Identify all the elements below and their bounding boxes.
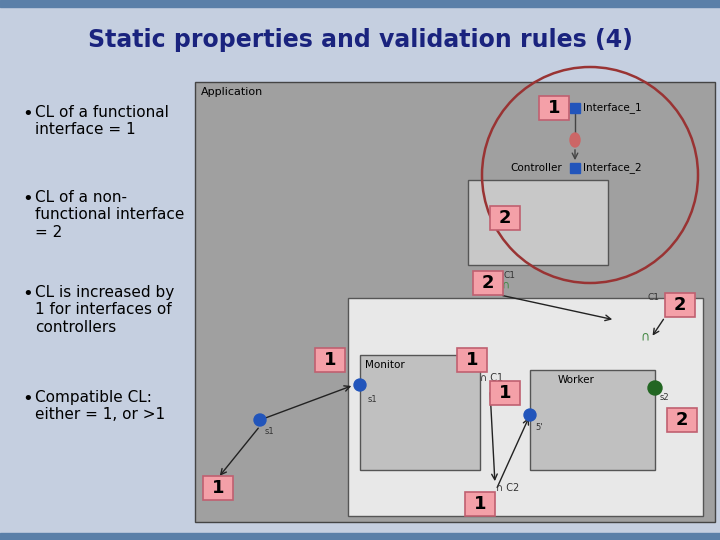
Text: s1: s1 (265, 428, 274, 436)
Circle shape (254, 414, 266, 426)
FancyBboxPatch shape (667, 408, 697, 432)
Bar (360, 355, 480, 470)
Text: ∩ C1: ∩ C1 (480, 373, 503, 383)
Text: 2: 2 (676, 411, 688, 429)
Text: CL of a non-
functional interface
= 2: CL of a non- functional interface = 2 (35, 190, 184, 240)
Text: Worker: Worker (558, 375, 595, 385)
Text: Static properties and validation rules (4): Static properties and validation rules (… (88, 28, 632, 52)
FancyBboxPatch shape (473, 271, 503, 295)
Text: 1: 1 (324, 351, 336, 369)
Text: •: • (22, 390, 32, 408)
Text: •: • (22, 190, 32, 208)
Text: 2: 2 (674, 296, 686, 314)
Text: C1: C1 (503, 271, 515, 280)
Text: Controller: Controller (510, 163, 562, 173)
Text: 2: 2 (499, 209, 511, 227)
Bar (530, 370, 655, 470)
Text: 1: 1 (499, 384, 511, 402)
Text: 1: 1 (548, 99, 560, 117)
Text: ∩: ∩ (502, 280, 510, 290)
Text: 5': 5' (535, 422, 542, 431)
FancyBboxPatch shape (315, 348, 345, 372)
Bar (570, 163, 580, 173)
Text: CL of a functional
interface = 1: CL of a functional interface = 1 (35, 105, 169, 137)
Text: 1: 1 (474, 495, 486, 513)
Text: Application: Application (201, 87, 264, 97)
FancyBboxPatch shape (203, 476, 233, 500)
Text: s2: s2 (660, 394, 670, 402)
Bar (570, 103, 580, 113)
Text: CL is increased by
1 for interfaces of
controllers: CL is increased by 1 for interfaces of c… (35, 285, 174, 335)
FancyBboxPatch shape (539, 96, 569, 120)
FancyBboxPatch shape (457, 348, 487, 372)
Text: Compatible CL:
either = 1, or >1: Compatible CL: either = 1, or >1 (35, 390, 165, 422)
Circle shape (524, 409, 536, 421)
Text: Interface_2: Interface_2 (583, 163, 642, 173)
Text: C1: C1 (648, 294, 660, 302)
Text: •: • (22, 285, 32, 303)
Bar (348, 298, 703, 516)
Text: 1: 1 (212, 479, 224, 497)
Circle shape (354, 379, 366, 391)
FancyBboxPatch shape (465, 492, 495, 516)
FancyBboxPatch shape (490, 381, 520, 405)
Text: ∩: ∩ (640, 330, 649, 343)
FancyBboxPatch shape (665, 293, 695, 317)
Text: ∩ C2: ∩ C2 (496, 483, 519, 493)
Bar (0, 0, 720, 7)
FancyBboxPatch shape (490, 206, 520, 230)
Bar (0, 533, 720, 540)
Text: •: • (22, 105, 32, 123)
Text: 1: 1 (466, 351, 478, 369)
Ellipse shape (570, 133, 580, 147)
Text: s1: s1 (368, 395, 377, 404)
Bar (468, 180, 608, 265)
Text: Interface_1: Interface_1 (583, 103, 642, 113)
Text: 2: 2 (482, 274, 494, 292)
Text: Monitor: Monitor (365, 360, 405, 370)
Bar (195, 82, 715, 522)
Circle shape (648, 381, 662, 395)
